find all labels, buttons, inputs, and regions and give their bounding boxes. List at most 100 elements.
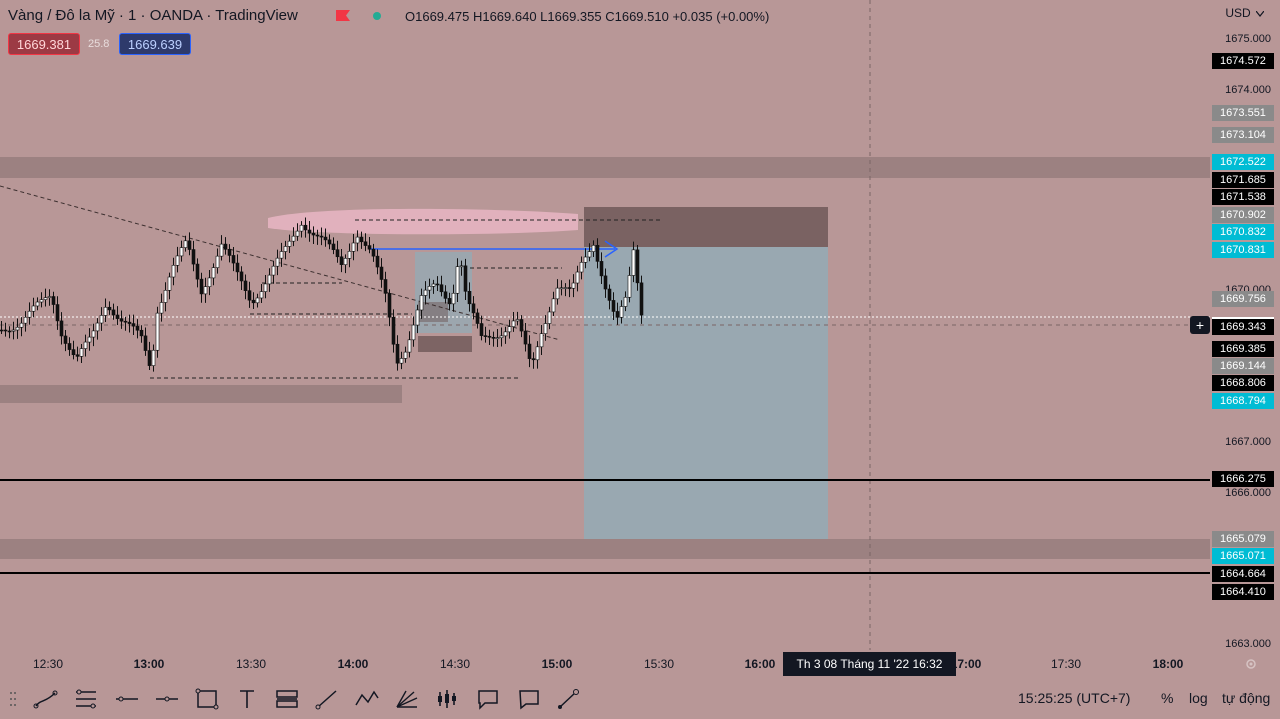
note-icon[interactable]: [512, 683, 546, 715]
long-position-icon[interactable]: [270, 683, 304, 715]
market-status-icon[interactable]: [373, 12, 381, 20]
candle-body: [299, 224, 304, 232]
candle-body: [587, 251, 592, 258]
pattern-icon[interactable]: [350, 683, 384, 715]
candle-body: [567, 287, 572, 289]
rectangle-icon[interactable]: [190, 683, 224, 715]
price-label[interactable]: 1670.902: [1212, 207, 1274, 223]
candle-body: [603, 275, 608, 290]
candle-body: [191, 249, 196, 265]
price-label[interactable]: 1669.756: [1212, 291, 1274, 307]
candle-body: [363, 241, 368, 246]
small-supply-box[interactable]: [418, 336, 472, 352]
candle-body: [591, 245, 596, 252]
drag-handle-icon[interactable]: [8, 689, 18, 709]
candle-body: [115, 314, 120, 319]
percent-toggle[interactable]: %: [1161, 690, 1174, 706]
price-label[interactable]: 1670.832: [1212, 224, 1274, 240]
candle-body: [607, 288, 612, 301]
candle-body: [315, 234, 320, 237]
callout-icon[interactable]: [471, 683, 505, 715]
current-price-label[interactable]: 1669.343: [1212, 317, 1274, 335]
candle-body: [199, 278, 204, 295]
log-toggle[interactable]: log: [1189, 690, 1208, 706]
price-label[interactable]: 1665.079: [1212, 531, 1274, 547]
candle-body: [79, 348, 84, 357]
price-label[interactable]: 1673.551: [1212, 105, 1274, 121]
horizontal-line-icon[interactable]: [110, 683, 144, 715]
candle-body: [407, 339, 412, 353]
candle-body: [371, 248, 376, 257]
horizontal-ray-icon[interactable]: [150, 683, 184, 715]
take-profit-zone[interactable]: [584, 247, 828, 539]
candle-body: [235, 262, 240, 273]
price-label[interactable]: 1668.794: [1212, 393, 1274, 409]
candle-body: [43, 297, 48, 300]
fib-retracement-icon[interactable]: [69, 683, 103, 715]
currency-selector[interactable]: USD: [1225, 6, 1265, 20]
candle-body: [343, 258, 348, 265]
gear-icon[interactable]: [1244, 657, 1258, 671]
candle-body: [523, 330, 528, 345]
candle-body: [83, 341, 88, 349]
price-label[interactable]: 1666.275: [1212, 471, 1274, 487]
downtrend-line[interactable]: [0, 185, 561, 341]
candle-body: [107, 306, 112, 311]
chevron-down-icon: [1255, 10, 1265, 17]
candle-body: [151, 349, 156, 366]
blue-arrow-drawing[interactable]: [370, 240, 619, 258]
candle-body: [51, 296, 56, 305]
time-tick: 13:00: [133, 657, 165, 671]
price-tick: 1666.000: [1225, 487, 1271, 499]
prediction-icon[interactable]: [390, 683, 424, 715]
candle-body: [507, 326, 512, 333]
demand-zone-band[interactable]: [0, 539, 1210, 559]
brush-icon[interactable]: [552, 683, 586, 715]
price-label[interactable]: 1664.664: [1212, 566, 1274, 582]
highlight-brush-stroke[interactable]: [268, 208, 578, 235]
supply-zone-band[interactable]: [0, 157, 1210, 178]
price-label[interactable]: 1674.572: [1212, 53, 1274, 69]
price-label[interactable]: 1671.685: [1212, 172, 1274, 188]
candle-body: [367, 245, 372, 250]
auto-scale-toggle[interactable]: tự động: [1222, 690, 1271, 706]
price-label[interactable]: 1664.410: [1212, 584, 1274, 600]
text-icon[interactable]: [230, 683, 264, 715]
price-label[interactable]: 1670.831: [1212, 242, 1274, 258]
candle-body: [571, 282, 576, 289]
symbol-title[interactable]: Vàng / Đô la Mỹ · 1 · OANDA · TradingVie…: [8, 7, 298, 24]
trend-line-icon[interactable]: [29, 683, 63, 715]
sell-button[interactable]: 1669.381: [8, 33, 80, 55]
candle-body: [627, 275, 632, 298]
price-label[interactable]: 1672.522: [1212, 154, 1274, 170]
candle-body: [491, 337, 496, 339]
candle-body: [75, 354, 80, 357]
candle-body: [3, 329, 8, 332]
candle-body: [551, 298, 556, 313]
time-tick: 17:00: [950, 657, 982, 671]
ray-icon[interactable]: [310, 683, 344, 715]
price-label[interactable]: 1671.538: [1212, 189, 1274, 205]
candle-body: [403, 351, 408, 359]
price-label[interactable]: 1665.071: [1212, 548, 1274, 564]
candle-body: [631, 249, 636, 276]
support-zone-band[interactable]: [0, 385, 402, 403]
candle-body: [391, 316, 396, 345]
flag-icon[interactable]: [336, 10, 350, 21]
price-label[interactable]: 1669.385: [1212, 341, 1274, 357]
candle-body: [95, 322, 100, 332]
buy-button[interactable]: 1669.639: [119, 33, 191, 55]
price-label[interactable]: 1673.104: [1212, 127, 1274, 143]
price-label[interactable]: 1668.806: [1212, 375, 1274, 391]
candle-body: [623, 296, 628, 307]
candle-body: [519, 319, 524, 332]
add-alert-icon[interactable]: +: [1190, 316, 1210, 334]
candle-body: [543, 323, 548, 334]
candle-body: [167, 276, 172, 291]
bars-pattern-icon[interactable]: [430, 683, 464, 715]
price-label[interactable]: 1669.144: [1212, 358, 1274, 374]
stop-loss-zone[interactable]: [584, 207, 828, 247]
candle-body: [23, 316, 28, 324]
clock-timezone[interactable]: 15:25:25 (UTC+7): [1018, 690, 1131, 706]
